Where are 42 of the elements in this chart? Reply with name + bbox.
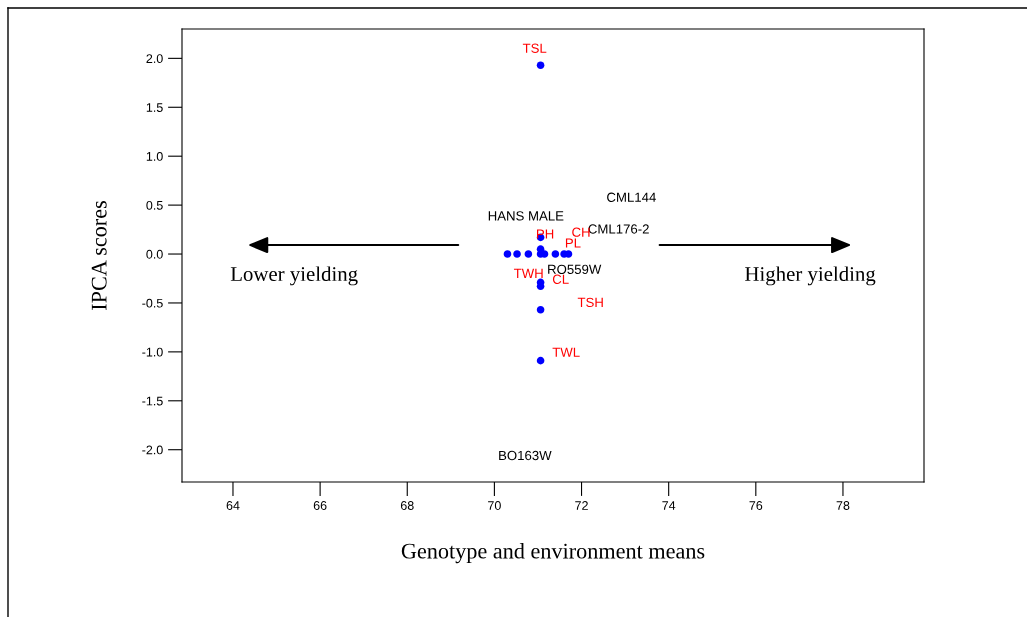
x-tick-label: 72 bbox=[575, 501, 588, 510]
point bbox=[536, 245, 545, 253]
point bbox=[536, 356, 545, 365]
annotation: Lower yielding bbox=[230, 266, 358, 286]
annotation: PL bbox=[565, 238, 581, 248]
point bbox=[513, 250, 521, 258]
point bbox=[524, 250, 533, 258]
y-tick-label: 2.0 bbox=[146, 54, 163, 63]
annotation: CH bbox=[572, 227, 590, 237]
y-tick-label: 0.5 bbox=[146, 200, 163, 210]
annotation: TWL bbox=[552, 347, 580, 357]
y-tick-label: 1.0 bbox=[146, 151, 163, 161]
point bbox=[503, 250, 512, 258]
x-tick-label: 70 bbox=[488, 501, 501, 510]
y-tick-label: -1.0 bbox=[142, 347, 163, 357]
y-tick-label: 1.5 bbox=[146, 103, 163, 112]
x-tick-label: 68 bbox=[400, 501, 414, 510]
point bbox=[536, 306, 545, 314]
annotation: TSL bbox=[522, 43, 547, 53]
annotation: RO559W bbox=[548, 264, 602, 274]
annotation: Higher yielding bbox=[745, 266, 876, 286]
annotation: BO163W bbox=[499, 450, 552, 461]
annotation: TSH bbox=[577, 297, 603, 308]
y-tick-label: -0.5 bbox=[142, 298, 163, 308]
x-tick-label: 64 bbox=[226, 501, 240, 510]
annotation: CML176-2 bbox=[588, 224, 649, 234]
annotation: PH bbox=[537, 229, 554, 239]
x-tick-label: 74 bbox=[662, 501, 676, 510]
x-tick-label: 66 bbox=[313, 501, 327, 510]
annotation: HANS MALE bbox=[488, 211, 564, 221]
annotation: TWH bbox=[513, 268, 543, 278]
point bbox=[551, 250, 560, 258]
annotation: CML144 bbox=[607, 192, 656, 202]
y-tick-label: -2.0 bbox=[142, 445, 163, 455]
annotation: CL bbox=[552, 274, 569, 284]
y-axis-title: IPCA scores bbox=[91, 201, 107, 310]
x-tick-label: 78 bbox=[836, 501, 850, 510]
y-tick-label: 0.0 bbox=[146, 249, 163, 259]
y-tick-label: -1.5 bbox=[142, 396, 163, 406]
point bbox=[536, 61, 545, 69]
x-tick-label: 76 bbox=[749, 501, 763, 510]
x-axis-title: Genotype and environment means bbox=[401, 542, 705, 564]
